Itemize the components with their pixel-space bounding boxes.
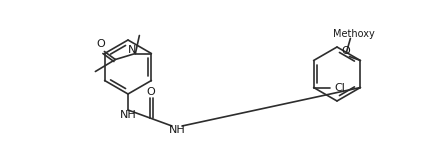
Text: Methoxy: Methoxy xyxy=(332,29,374,38)
Text: O: O xyxy=(147,87,155,97)
Text: N: N xyxy=(128,44,136,55)
Text: Cl: Cl xyxy=(334,83,345,92)
Text: NH: NH xyxy=(169,125,185,135)
Text: O: O xyxy=(341,45,350,56)
Text: NH: NH xyxy=(120,110,136,120)
Text: O: O xyxy=(96,38,105,49)
